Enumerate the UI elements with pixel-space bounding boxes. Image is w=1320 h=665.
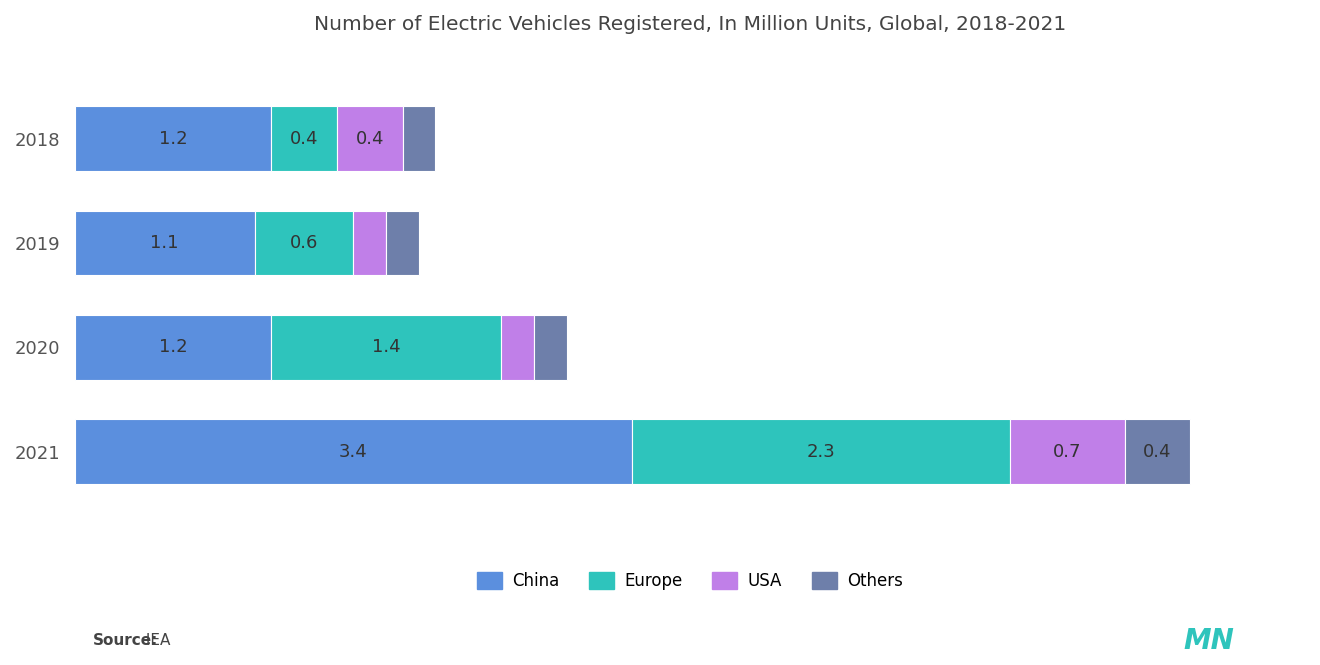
Bar [255,211,354,275]
Bar [533,315,566,380]
Bar [272,315,502,380]
Text: MN: MN [1183,627,1234,655]
Text: 1.2: 1.2 [158,130,187,148]
Bar [337,106,403,171]
Bar [74,420,632,484]
Text: 1.4: 1.4 [372,338,400,356]
Bar [1125,420,1191,484]
Title: Number of Electric Vehicles Registered, In Million Units, Global, 2018-2021: Number of Electric Vehicles Registered, … [314,15,1065,34]
Text: 2.3: 2.3 [807,443,836,461]
Bar [502,315,533,380]
Text: 0.4: 0.4 [290,130,318,148]
Bar [272,106,337,171]
Text: 1.1: 1.1 [150,234,180,252]
Bar [403,106,436,171]
Bar [74,315,272,380]
Text: 0.7: 0.7 [1053,443,1081,461]
Text: 0.4: 0.4 [1143,443,1172,461]
Legend: China, Europe, USA, Others: China, Europe, USA, Others [470,565,909,597]
Bar [74,211,255,275]
Text: 3.4: 3.4 [339,443,368,461]
Text: IEA: IEA [141,633,170,648]
Bar [354,211,387,275]
Text: 0.6: 0.6 [290,234,318,252]
Text: 0.4: 0.4 [355,130,384,148]
Bar [387,211,418,275]
Bar [632,420,1010,484]
Bar [74,106,272,171]
Text: 1.2: 1.2 [158,338,187,356]
Text: Source:: Source: [92,633,158,648]
Bar [1010,420,1125,484]
